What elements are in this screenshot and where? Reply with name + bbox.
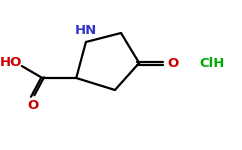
Text: HO: HO <box>0 56 22 69</box>
Text: O: O <box>167 57 178 70</box>
Text: O: O <box>27 99 38 112</box>
Text: HN: HN <box>75 24 97 37</box>
Text: ClH: ClH <box>199 57 224 70</box>
